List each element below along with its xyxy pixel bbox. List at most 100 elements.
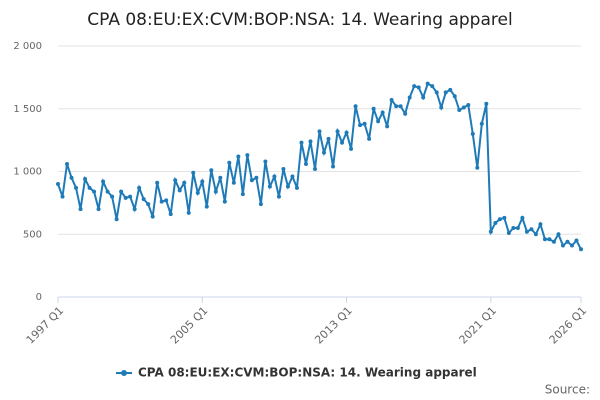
point-marker <box>267 184 272 189</box>
point-marker <box>74 185 79 190</box>
point-marker <box>303 161 308 166</box>
point-marker <box>204 204 209 209</box>
point-marker <box>466 102 471 107</box>
point-marker <box>461 105 466 110</box>
point-marker <box>87 185 92 190</box>
point-marker <box>353 104 358 109</box>
point-marker <box>403 111 408 116</box>
point-marker <box>213 189 218 194</box>
point-marker <box>520 215 525 220</box>
point-marker <box>182 180 187 185</box>
point-marker <box>245 153 250 158</box>
point-marker <box>312 166 317 171</box>
point-marker <box>186 210 191 215</box>
point-marker <box>299 140 304 145</box>
point-marker <box>425 81 430 86</box>
point-marker <box>164 198 169 203</box>
point-marker <box>362 121 367 126</box>
point-marker <box>231 180 236 185</box>
point-marker <box>105 189 110 194</box>
point-marker <box>308 139 313 144</box>
y-tick-label: 0 <box>36 292 42 303</box>
x-tick-label: 2026 Q1 <box>547 304 590 347</box>
point-marker <box>452 94 457 99</box>
point-marker <box>200 179 205 184</box>
point-marker <box>276 194 281 199</box>
point-marker <box>434 90 439 95</box>
point-marker <box>222 199 227 204</box>
point-marker <box>533 232 538 237</box>
point-marker <box>285 184 290 189</box>
point-marker <box>159 199 164 204</box>
point-marker <box>502 215 507 220</box>
point-marker <box>290 174 295 179</box>
point-marker <box>376 119 381 124</box>
point-marker <box>132 207 137 212</box>
point-marker <box>470 131 475 136</box>
y-tick-label: 2 000 <box>13 41 42 52</box>
point-marker <box>574 238 579 243</box>
point-marker <box>407 95 412 100</box>
legend-marker <box>121 370 127 376</box>
point-marker <box>439 105 444 110</box>
point-marker <box>146 202 151 207</box>
y-tick-label: 1 000 <box>13 167 42 178</box>
point-marker <box>195 190 200 195</box>
point-marker <box>227 160 232 165</box>
point-marker <box>240 192 245 197</box>
point-marker <box>448 87 453 92</box>
y-tick-label: 500 <box>23 229 42 240</box>
x-tick-label: 2005 Q1 <box>168 304 211 347</box>
point-marker <box>416 85 421 90</box>
point-marker <box>119 189 124 194</box>
point-marker <box>150 214 155 219</box>
x-tick-label: 1997 Q1 <box>24 304 67 347</box>
point-marker <box>497 217 502 222</box>
chart-title: CPA 08:EU:EX:CVM:BOP:NSA: 14. Wearing ap… <box>87 10 512 30</box>
point-marker <box>511 225 516 230</box>
point-marker <box>317 129 322 134</box>
point-marker <box>322 150 327 155</box>
point-marker <box>263 159 268 164</box>
point-marker <box>340 140 345 145</box>
point-marker <box>367 136 372 141</box>
point-marker <box>380 110 385 115</box>
point-marker <box>141 197 146 202</box>
point-marker <box>484 101 489 106</box>
point-marker <box>358 123 363 128</box>
point-marker <box>560 243 565 248</box>
point-marker <box>168 212 173 217</box>
point-marker <box>96 207 101 212</box>
point-marker <box>506 230 511 235</box>
point-marker <box>258 202 263 207</box>
point-marker <box>547 237 552 242</box>
point-marker <box>69 175 74 180</box>
point-marker <box>556 232 561 237</box>
point-marker <box>398 104 403 109</box>
x-tick-label: 2013 Q1 <box>312 304 355 347</box>
point-marker <box>218 175 223 180</box>
point-marker <box>177 188 182 193</box>
point-marker <box>394 104 399 109</box>
point-marker <box>209 168 214 173</box>
point-marker <box>331 164 336 169</box>
point-marker <box>123 195 128 200</box>
point-marker <box>551 239 556 244</box>
point-marker <box>137 185 142 190</box>
point-marker <box>493 220 498 225</box>
point-marker <box>155 180 160 185</box>
point-marker <box>542 237 547 242</box>
point-marker <box>488 229 493 234</box>
point-marker <box>538 222 543 227</box>
point-marker <box>344 130 349 135</box>
point-marker <box>515 225 520 230</box>
point-marker <box>114 217 119 222</box>
point-marker <box>529 227 534 232</box>
point-marker <box>294 185 299 190</box>
y-tick-label: 1 500 <box>13 104 42 115</box>
point-marker <box>83 177 88 182</box>
point-marker <box>92 189 97 194</box>
point-marker <box>236 154 241 159</box>
point-marker <box>254 175 259 180</box>
